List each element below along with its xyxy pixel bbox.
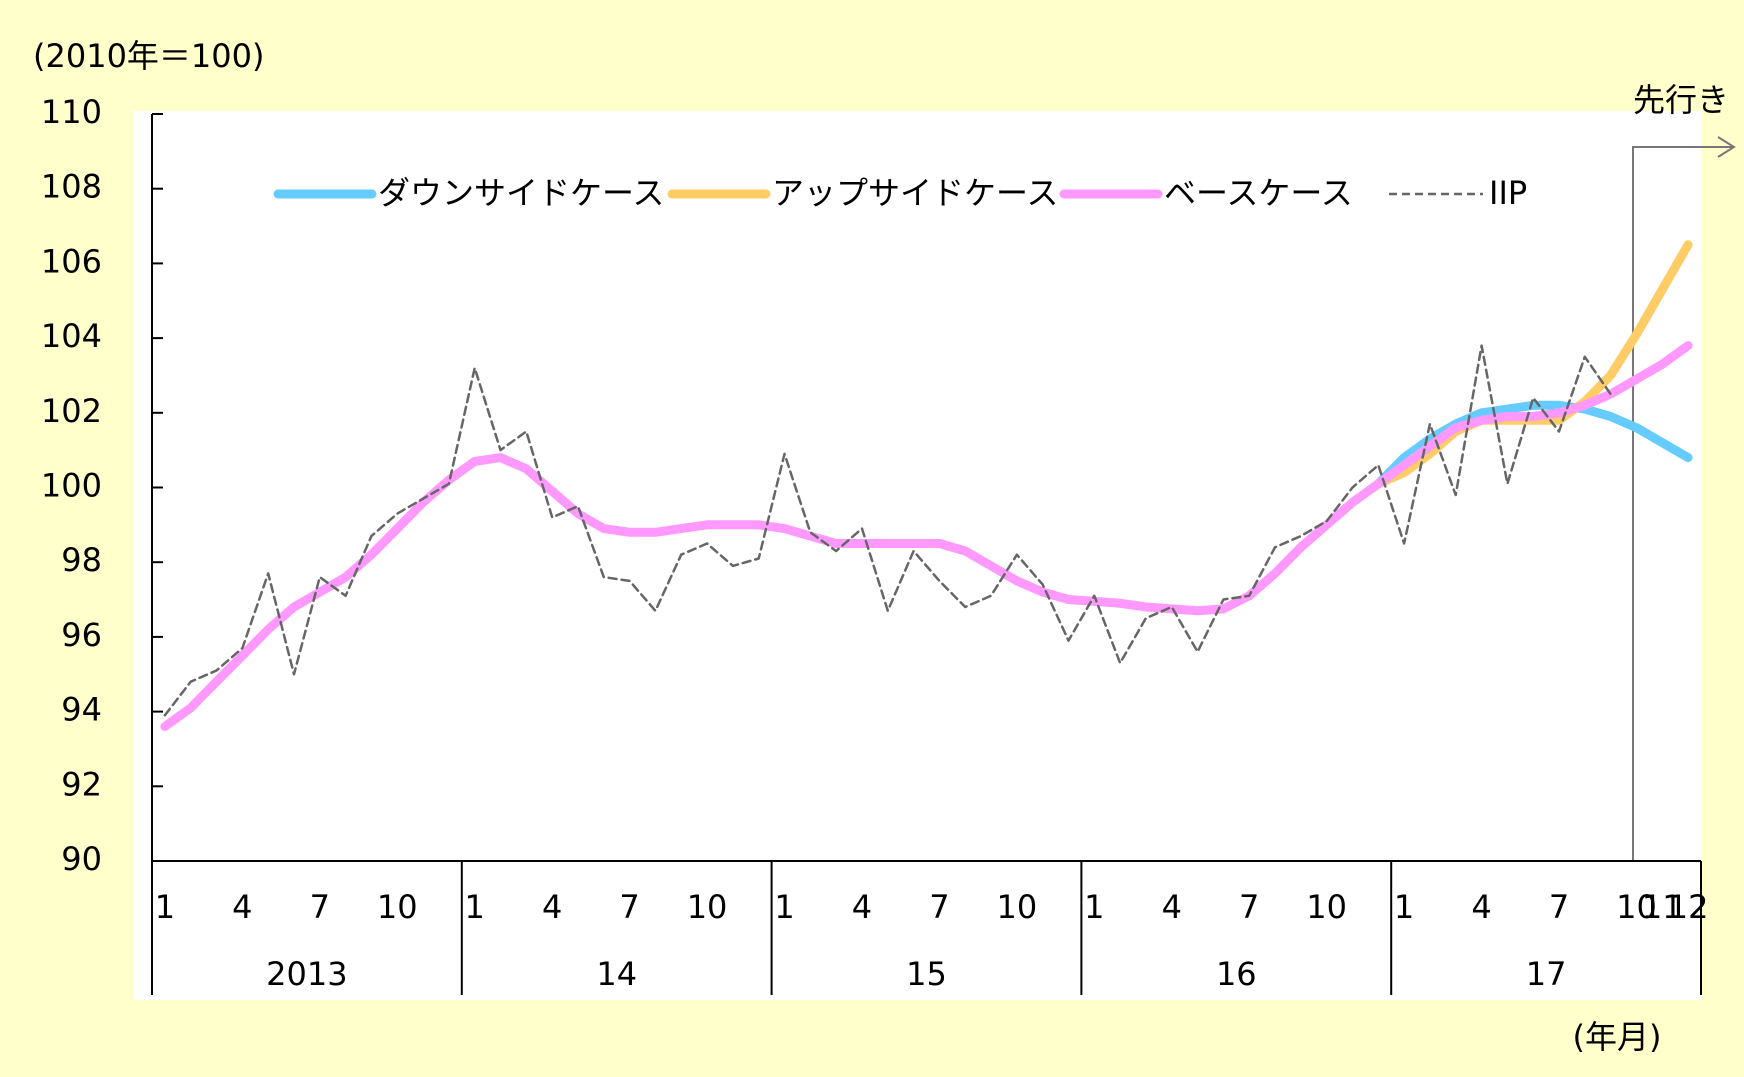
y-tick-label: 102 (41, 392, 102, 430)
x-tick-label: 10 (377, 888, 418, 926)
series-line (1373, 400, 1693, 489)
x-unit-label: (年月) (1573, 1018, 1662, 1056)
y-tick-label: 110 (41, 93, 102, 131)
arrow-head (1717, 136, 1736, 158)
legend-label: ダウンサイドケース (378, 174, 664, 212)
legend-label: アップサイドケース (772, 174, 1058, 212)
x-tick-label: 1 (1084, 888, 1104, 926)
x-tick-label: 1 (774, 888, 794, 926)
y-tick-label: 98 (61, 541, 102, 579)
year-label: 17 (1526, 955, 1567, 993)
x-tick-label: 12 (1668, 888, 1709, 926)
x-tick-label: 1 (155, 888, 175, 926)
year-label: 14 (596, 955, 637, 993)
x-tick-label: 7 (310, 888, 330, 926)
year-label: 2013 (266, 955, 347, 993)
year-label: 15 (906, 955, 947, 993)
x-tick-label: 4 (542, 888, 562, 926)
x-tick-label: 4 (852, 888, 872, 926)
x-tick-label: 10 (996, 888, 1037, 926)
x-tick-label: 1 (1394, 888, 1414, 926)
year-label: 16 (1216, 955, 1257, 993)
series-line (160, 341, 1693, 731)
x-tick-label: 4 (232, 888, 252, 926)
y-tick-label: 106 (41, 242, 102, 280)
x-tick-label: 7 (1239, 888, 1259, 926)
y-tick-label: 92 (61, 765, 102, 803)
y-tick-label: 100 (41, 467, 102, 505)
y-unit-label: (2010年＝100) (33, 37, 265, 75)
y-tick-label: 96 (61, 616, 102, 654)
x-tick-label: 7 (619, 888, 639, 926)
y-tick-label: 108 (41, 168, 102, 206)
x-tick-label: 11 (1642, 888, 1683, 926)
y-tick-label: 90 (61, 840, 102, 878)
x-tick-label: 4 (1162, 888, 1182, 926)
y-tick-label: 104 (41, 317, 102, 355)
x-tick-label: 10 (687, 888, 728, 926)
legend-label: IIP (1489, 174, 1527, 212)
x-tick-label: 7 (929, 888, 949, 926)
x-tick-label: 10 (1306, 888, 1347, 926)
x-tick-label: 1 (465, 888, 485, 926)
x-tick-label: 10 (1616, 888, 1657, 926)
series-line (163, 344, 1612, 717)
annotation: 先行き (1633, 81, 1729, 119)
x-tick-label: 7 (1549, 888, 1569, 926)
legend-label: ベースケース (1164, 174, 1353, 212)
x-tick-label: 4 (1471, 888, 1491, 926)
forecast-arrow (1632, 146, 1734, 861)
y-tick-label: 94 (61, 691, 102, 729)
